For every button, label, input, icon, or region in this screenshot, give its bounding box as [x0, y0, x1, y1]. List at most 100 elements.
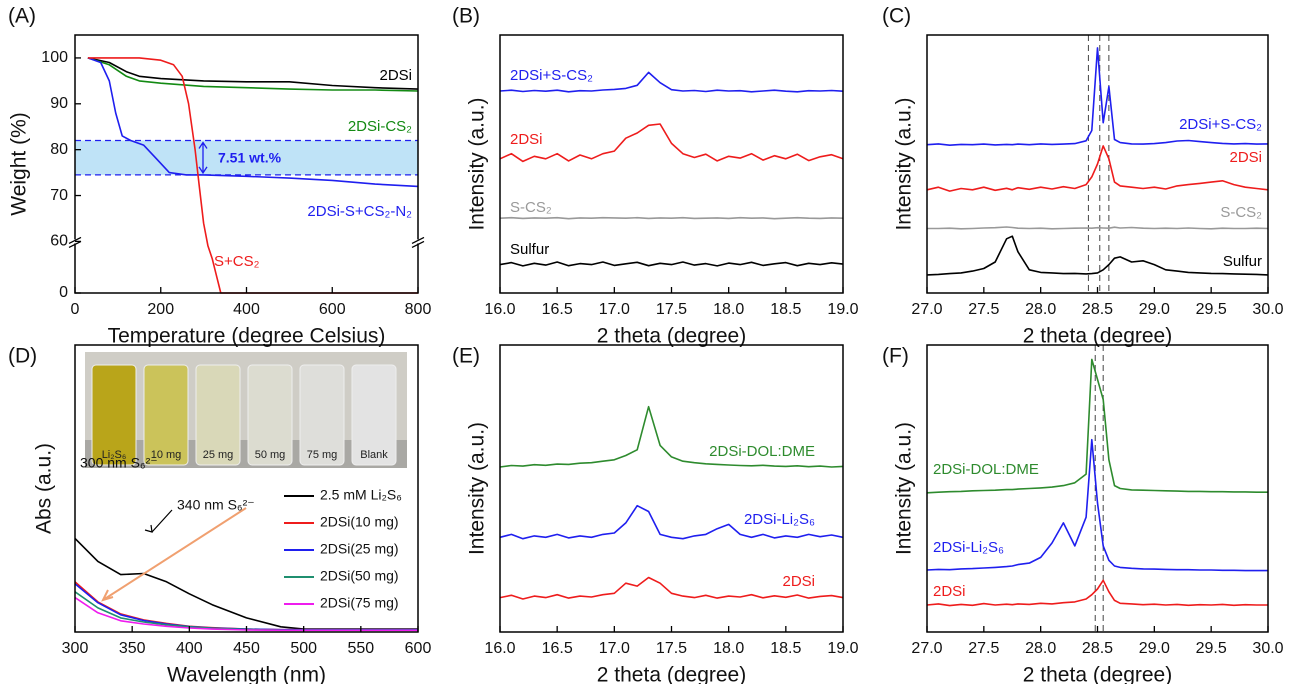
- y-axis-title: Weight (%): [8, 112, 31, 215]
- series-label: 2DSi-DOL:DME: [933, 461, 1039, 478]
- series-line: [926, 438, 1268, 572]
- vial: [247, 364, 293, 466]
- y-tick-label: 100: [41, 49, 68, 66]
- series-label: Sulfur: [1223, 253, 1262, 270]
- x-tick-label: 450: [233, 640, 260, 657]
- panel-label: (C): [882, 5, 911, 28]
- series-line: [926, 358, 1268, 494]
- annotation: 340 nm S₆²⁻: [177, 497, 255, 513]
- panel-label: (D): [8, 345, 37, 368]
- x-tick-label: 200: [147, 301, 174, 318]
- vial: [195, 364, 241, 466]
- legend-label: 2.5 mM Li₂S₆: [320, 487, 402, 503]
- x-axis-title: Wavelength (nm): [167, 664, 326, 684]
- series-line: [926, 579, 1268, 607]
- y-axis-title: Intensity (a.u.): [893, 97, 916, 230]
- series-label: S-CS₂: [510, 199, 552, 216]
- panel-label: (E): [452, 345, 480, 368]
- x-tick-label: 29.5: [1196, 640, 1227, 657]
- x-tick-label: 16.0: [484, 301, 515, 318]
- x-tick-label: 18.5: [770, 301, 801, 318]
- x-tick-label: 28.5: [1082, 301, 1113, 318]
- series-line: [499, 504, 844, 540]
- inset-label: 25 mg: [203, 449, 234, 461]
- inset-label: Blank: [360, 449, 388, 461]
- series-line: [74, 596, 418, 632]
- series-line: [499, 216, 844, 220]
- series-label: S-CS₂: [1220, 204, 1262, 221]
- y-tick-label: 80: [50, 141, 68, 158]
- x-tick-label: 18.0: [713, 640, 744, 657]
- x-tick-label: 28.0: [1025, 301, 1056, 318]
- inset-label: 50 mg: [255, 449, 286, 461]
- panel: 7.51 wt.% 2DSi 2DSi-CS₂ 2DSi-S+CS₂-N₂ S+CS₂ 0…: [8, 5, 432, 348]
- series-line: [499, 71, 844, 93]
- vial: [143, 364, 189, 466]
- guide-arrow: [101, 507, 247, 602]
- x-tick-label: 29.5: [1196, 301, 1227, 318]
- vial: [299, 364, 345, 466]
- x-tick-label: 0: [71, 301, 80, 318]
- x-axis-title: 2 theta (degree): [597, 325, 746, 348]
- series-label: 2DSi-S+CS₂-N₂: [307, 203, 412, 220]
- panel: 2DSi-DOL:DME 2DSi-Li₂S₆ 2DSi 16.0 16.5 17.0 17…: [452, 344, 859, 684]
- x-tick-label: 600: [405, 640, 432, 657]
- series-label: 2DSi: [933, 583, 966, 600]
- x-tick-label: 800: [405, 301, 432, 318]
- panel: 2DSi+S-CS₂ 2DSi S-CS₂ Sulfur 16.0 16.5 17.0 17.…: [452, 5, 859, 348]
- series-label: 2DSi-CS₂: [348, 118, 412, 135]
- y-tick-label: 70: [50, 187, 68, 204]
- x-tick-label: 29.0: [1139, 640, 1170, 657]
- arrow: [144, 509, 173, 533]
- x-tick-label: 300: [62, 640, 89, 657]
- series-label: 2DSi+S-CS₂: [510, 67, 593, 84]
- series-line: [927, 226, 1269, 230]
- x-tick-label: 16.0: [484, 640, 515, 657]
- x-tick-label: 17.5: [656, 640, 687, 657]
- inset-label: 10 mg: [151, 449, 182, 461]
- y-tick-label: 60: [50, 233, 68, 250]
- legend-label: 2DSi(75 mg): [320, 595, 399, 611]
- x-tick-label: 27.0: [911, 301, 942, 318]
- series-label: 2DSi-DOL:DME: [709, 443, 815, 460]
- band: [75, 140, 418, 175]
- series-label: 2DSi: [1229, 149, 1262, 166]
- x-tick-label: 600: [319, 301, 346, 318]
- inset-label: 75 mg: [307, 449, 338, 461]
- series-line: [926, 47, 1269, 146]
- annotation: 300 nm S₆²⁻: [80, 455, 158, 471]
- y-axis-title: Intensity (a.u.): [466, 422, 489, 555]
- series-label: S+CS₂: [214, 253, 260, 270]
- series-line: [499, 261, 844, 267]
- axis-break-gap: [412, 239, 424, 244]
- x-tick-label: 29.0: [1139, 301, 1170, 318]
- y-axis-title: Abs (a.u.): [33, 443, 56, 534]
- arrow: [198, 141, 208, 175]
- panel: 2DSi-DOL:DME 2DSi-Li₂S₆ 2DSi 27.0 27.5 28.0 28…: [882, 344, 1284, 684]
- y-axis-title: Intensity (a.u.): [466, 97, 489, 230]
- x-axis-title: Temperature (degree Celsius): [108, 325, 386, 348]
- legend-label: 2DSi(25 mg): [320, 541, 399, 557]
- x-tick-label: 30.0: [1252, 640, 1283, 657]
- x-axis-title: 2 theta (degree): [1023, 325, 1172, 348]
- x-tick-label: 30.0: [1252, 301, 1283, 318]
- x-tick-label: 17.0: [599, 640, 630, 657]
- series-line: [926, 235, 1269, 276]
- x-tick-label: 28.5: [1082, 640, 1113, 657]
- annotation: 7.51 wt.%: [218, 149, 282, 165]
- legend-label: 2DSi(50 mg): [320, 568, 399, 584]
- x-tick-label: 500: [290, 640, 317, 657]
- series-line: [87, 57, 419, 90]
- x-tick-label: 18.0: [713, 301, 744, 318]
- series-label: 2DSi+S-CS₂: [1179, 116, 1262, 133]
- legend-label: 2DSi(10 mg): [320, 514, 399, 530]
- x-tick-label: 350: [119, 640, 146, 657]
- axis-break: [411, 236, 425, 248]
- series-label: 2DSi: [379, 67, 412, 84]
- x-tick-label: 16.5: [542, 640, 573, 657]
- series-line: [499, 123, 844, 163]
- x-tick-label: 27.5: [968, 301, 999, 318]
- series-label: 2DSi: [510, 131, 543, 148]
- x-tick-label: 27.0: [911, 640, 942, 657]
